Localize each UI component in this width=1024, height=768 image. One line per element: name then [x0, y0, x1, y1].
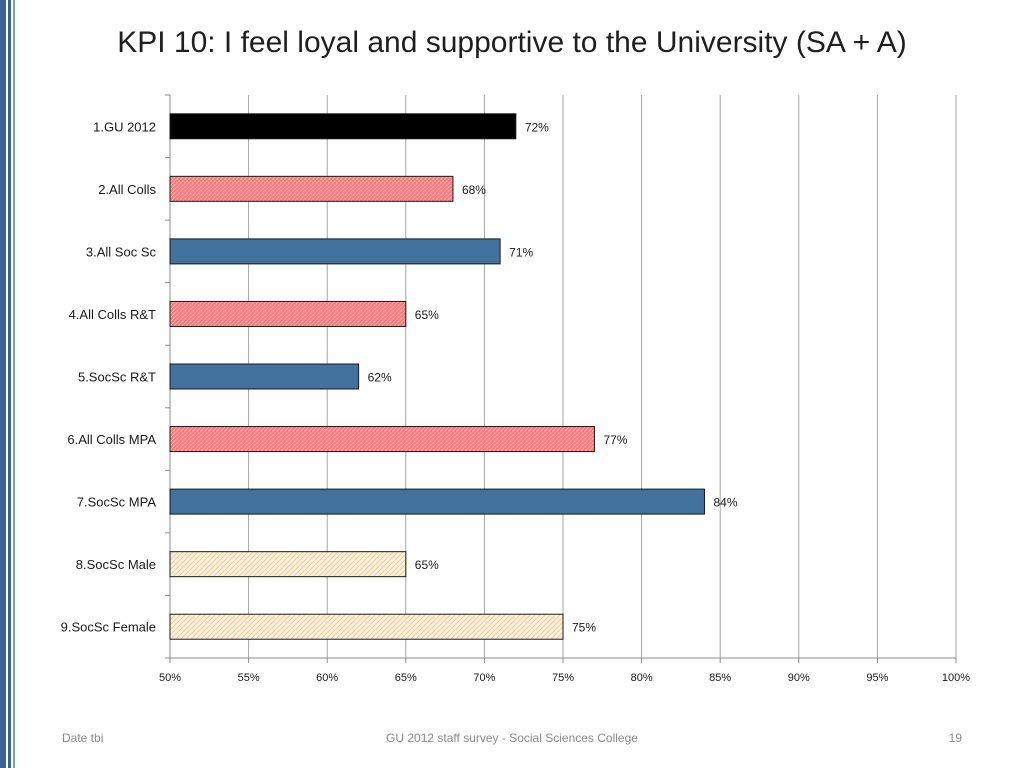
data-label: 77%: [603, 433, 627, 447]
slide-title: KPI 10: I feel loyal and supportive to t…: [117, 26, 907, 59]
x-tick-label: 90%: [788, 672, 810, 684]
x-tick-label: 50%: [159, 672, 181, 684]
bar: [169, 488, 705, 515]
bar: [169, 113, 517, 140]
footer-title: GU 2012 staff survey - Social Sciences C…: [386, 731, 638, 745]
x-tick-label: 100%: [942, 672, 970, 684]
x-tick-label: 95%: [866, 672, 888, 684]
x-tick-label: 85%: [709, 672, 731, 684]
x-tick-label: 65%: [395, 672, 417, 684]
x-tick-label: 80%: [631, 672, 653, 684]
category-label: 9.SocSc Female: [61, 620, 156, 635]
category-label: 5.SocSc R&T: [78, 370, 156, 385]
data-label: 72%: [525, 120, 549, 134]
bar: [169, 613, 564, 640]
left-accent-strip: [13, 0, 15, 768]
data-label: 65%: [415, 558, 439, 572]
category-label: 3.All Soc Sc: [86, 244, 157, 259]
bar: [169, 426, 595, 453]
bar: [169, 238, 501, 265]
data-label: 75%: [572, 621, 596, 635]
bar: [169, 300, 407, 327]
left-accent-strip: [8, 0, 11, 768]
x-tick-label: 75%: [552, 672, 574, 684]
data-label: 62%: [368, 371, 392, 385]
bar: [169, 551, 407, 578]
x-tick-label: 55%: [238, 672, 260, 684]
bar-chart: 50% 55% 60% 65% 70% 75% 80% 85% 90% 95% 100% 1.GU 2…: [61, 94, 970, 684]
category-label: 4.All Colls R&T: [69, 307, 156, 322]
x-tick-label: 60%: [316, 672, 338, 684]
x-tick-label: 70%: [473, 672, 495, 684]
bar: [169, 363, 360, 390]
bar: [169, 175, 454, 202]
category-label: 8.SocSc Male: [76, 557, 156, 572]
data-label: 65%: [415, 308, 439, 322]
footer-date: Date tbi: [62, 731, 104, 745]
data-label: 68%: [462, 183, 486, 197]
data-label: 84%: [713, 496, 737, 510]
category-label: 7.SocSc MPA: [77, 495, 157, 510]
page-number: 19: [948, 731, 962, 745]
category-label: 6.All Colls MPA: [67, 432, 156, 447]
left-accent-strip: [0, 0, 6, 768]
category-label: 2.All Colls: [98, 182, 156, 197]
data-label: 71%: [509, 245, 533, 259]
category-label: 1.GU 2012: [93, 119, 156, 134]
